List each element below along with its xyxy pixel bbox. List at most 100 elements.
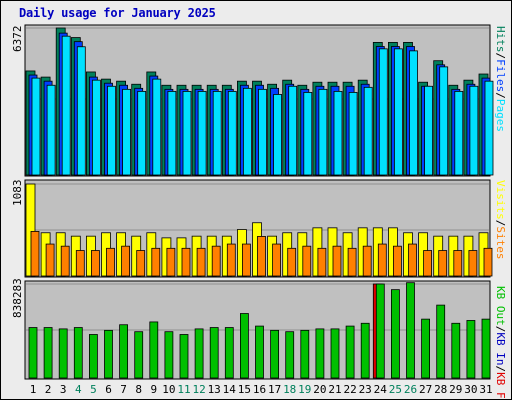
sites-bar xyxy=(241,243,251,277)
x-tick-label: 23 xyxy=(359,383,372,396)
x-tick-label: 22 xyxy=(343,383,356,396)
kb-out-bar xyxy=(28,327,38,379)
kb-out-bar xyxy=(119,324,128,379)
pages-bar xyxy=(273,94,283,176)
x-tick-label: 24 xyxy=(374,383,388,396)
x-tick-label: 30 xyxy=(464,383,477,396)
kb-out-bar xyxy=(89,334,98,379)
sites-bar xyxy=(468,250,478,277)
sites-bar xyxy=(272,243,282,277)
pages-bar xyxy=(107,85,116,176)
sites-bar xyxy=(196,247,206,277)
x-tick-label: 5 xyxy=(90,383,97,396)
kb-out-bar xyxy=(300,329,310,379)
kb-out-bar xyxy=(406,282,415,379)
sites-bar xyxy=(423,250,433,277)
x-tick-label: 9 xyxy=(150,383,157,396)
kb-out-bar xyxy=(345,325,355,379)
x-tick-label: 28 xyxy=(434,383,447,396)
pages-bar xyxy=(61,35,71,176)
pages-bar xyxy=(46,84,56,176)
sites-bar xyxy=(317,247,327,277)
sites-bar xyxy=(362,245,372,277)
kb-out-bar xyxy=(224,327,234,379)
sites-bar xyxy=(332,245,342,277)
x-tick-label: 21 xyxy=(328,383,341,396)
sites-bar xyxy=(60,245,70,277)
pages-bar xyxy=(378,48,388,176)
pages-bar xyxy=(424,85,434,176)
sites-bar xyxy=(211,245,221,277)
sites-bar xyxy=(121,245,130,277)
sites-bar xyxy=(483,247,493,277)
kb-out-bar xyxy=(194,328,204,379)
x-tick-label: 18 xyxy=(283,383,296,396)
pages-bar xyxy=(288,85,298,176)
kb-out-bar xyxy=(149,321,159,379)
x-tick-label: 16 xyxy=(253,383,266,396)
sites-bar xyxy=(226,243,236,277)
sites-bar xyxy=(136,250,146,277)
pages-bar xyxy=(152,78,162,176)
pages-bar xyxy=(258,88,267,176)
kb-out-bar xyxy=(315,328,325,379)
pages-bar xyxy=(484,80,494,176)
sites-bar xyxy=(377,243,387,277)
pages-bar xyxy=(197,90,207,176)
pages-bar xyxy=(303,92,313,176)
pages-bar xyxy=(227,90,237,176)
x-tick-label: 27 xyxy=(419,383,432,396)
kb-out-bar xyxy=(255,325,264,379)
x-tick-label: 19 xyxy=(298,383,311,396)
kb-out-bar xyxy=(164,331,174,379)
kb-out-bar xyxy=(179,334,189,379)
x-tick-label: 8 xyxy=(135,383,142,396)
pages-bar xyxy=(454,90,464,176)
kb-out-bar xyxy=(209,327,219,379)
sites-bar xyxy=(45,243,55,277)
x-tick-label: 20 xyxy=(313,383,326,396)
x-tick-label: 26 xyxy=(404,383,417,396)
x-tick-label: 1 xyxy=(30,383,37,396)
sites-bar xyxy=(453,250,463,277)
pages-bar xyxy=(439,66,449,176)
kb-out-bar xyxy=(270,329,280,379)
pages-bar xyxy=(167,90,177,176)
sites-bar xyxy=(181,247,191,277)
x-tick-label: 17 xyxy=(268,383,281,396)
kb-out-bar xyxy=(390,289,400,379)
sites-bar xyxy=(302,245,312,277)
x-tick-label: 13 xyxy=(208,383,221,396)
x-tick-label: 2 xyxy=(45,383,52,396)
sites-bar xyxy=(91,250,100,277)
pages-bar xyxy=(348,92,358,176)
pages-bar xyxy=(409,50,418,176)
pages-bar xyxy=(137,90,147,176)
x-tick-label: 4 xyxy=(75,383,82,396)
kb-out-bar xyxy=(73,327,83,379)
x-tick-label: 10 xyxy=(162,383,175,396)
pages-bar xyxy=(212,90,222,176)
sites-bar xyxy=(287,247,297,277)
kb-out-bar xyxy=(360,322,370,379)
sites-bar xyxy=(75,250,85,277)
pages-bar xyxy=(469,85,479,176)
x-tick-label: 31 xyxy=(479,383,492,396)
chart-title: Daily usage for January 2025 xyxy=(19,6,216,20)
sites-bar xyxy=(106,247,115,277)
kb-out-bar xyxy=(436,304,446,379)
x-tick-label: 11 xyxy=(177,383,190,396)
sites-bar xyxy=(347,247,357,277)
x-tick-label: 15 xyxy=(238,383,251,396)
kb-out-bar xyxy=(481,318,491,379)
x-tick-label: 3 xyxy=(60,383,67,396)
kb-out-bar xyxy=(466,320,476,379)
sites-bar xyxy=(151,247,161,277)
x-tick-label: 25 xyxy=(389,383,402,396)
sites-bar xyxy=(257,236,266,277)
pages-bar xyxy=(182,90,192,176)
kb-out-bar xyxy=(239,313,249,379)
visits-bar xyxy=(25,183,36,277)
x-tick-label: 7 xyxy=(120,383,127,396)
